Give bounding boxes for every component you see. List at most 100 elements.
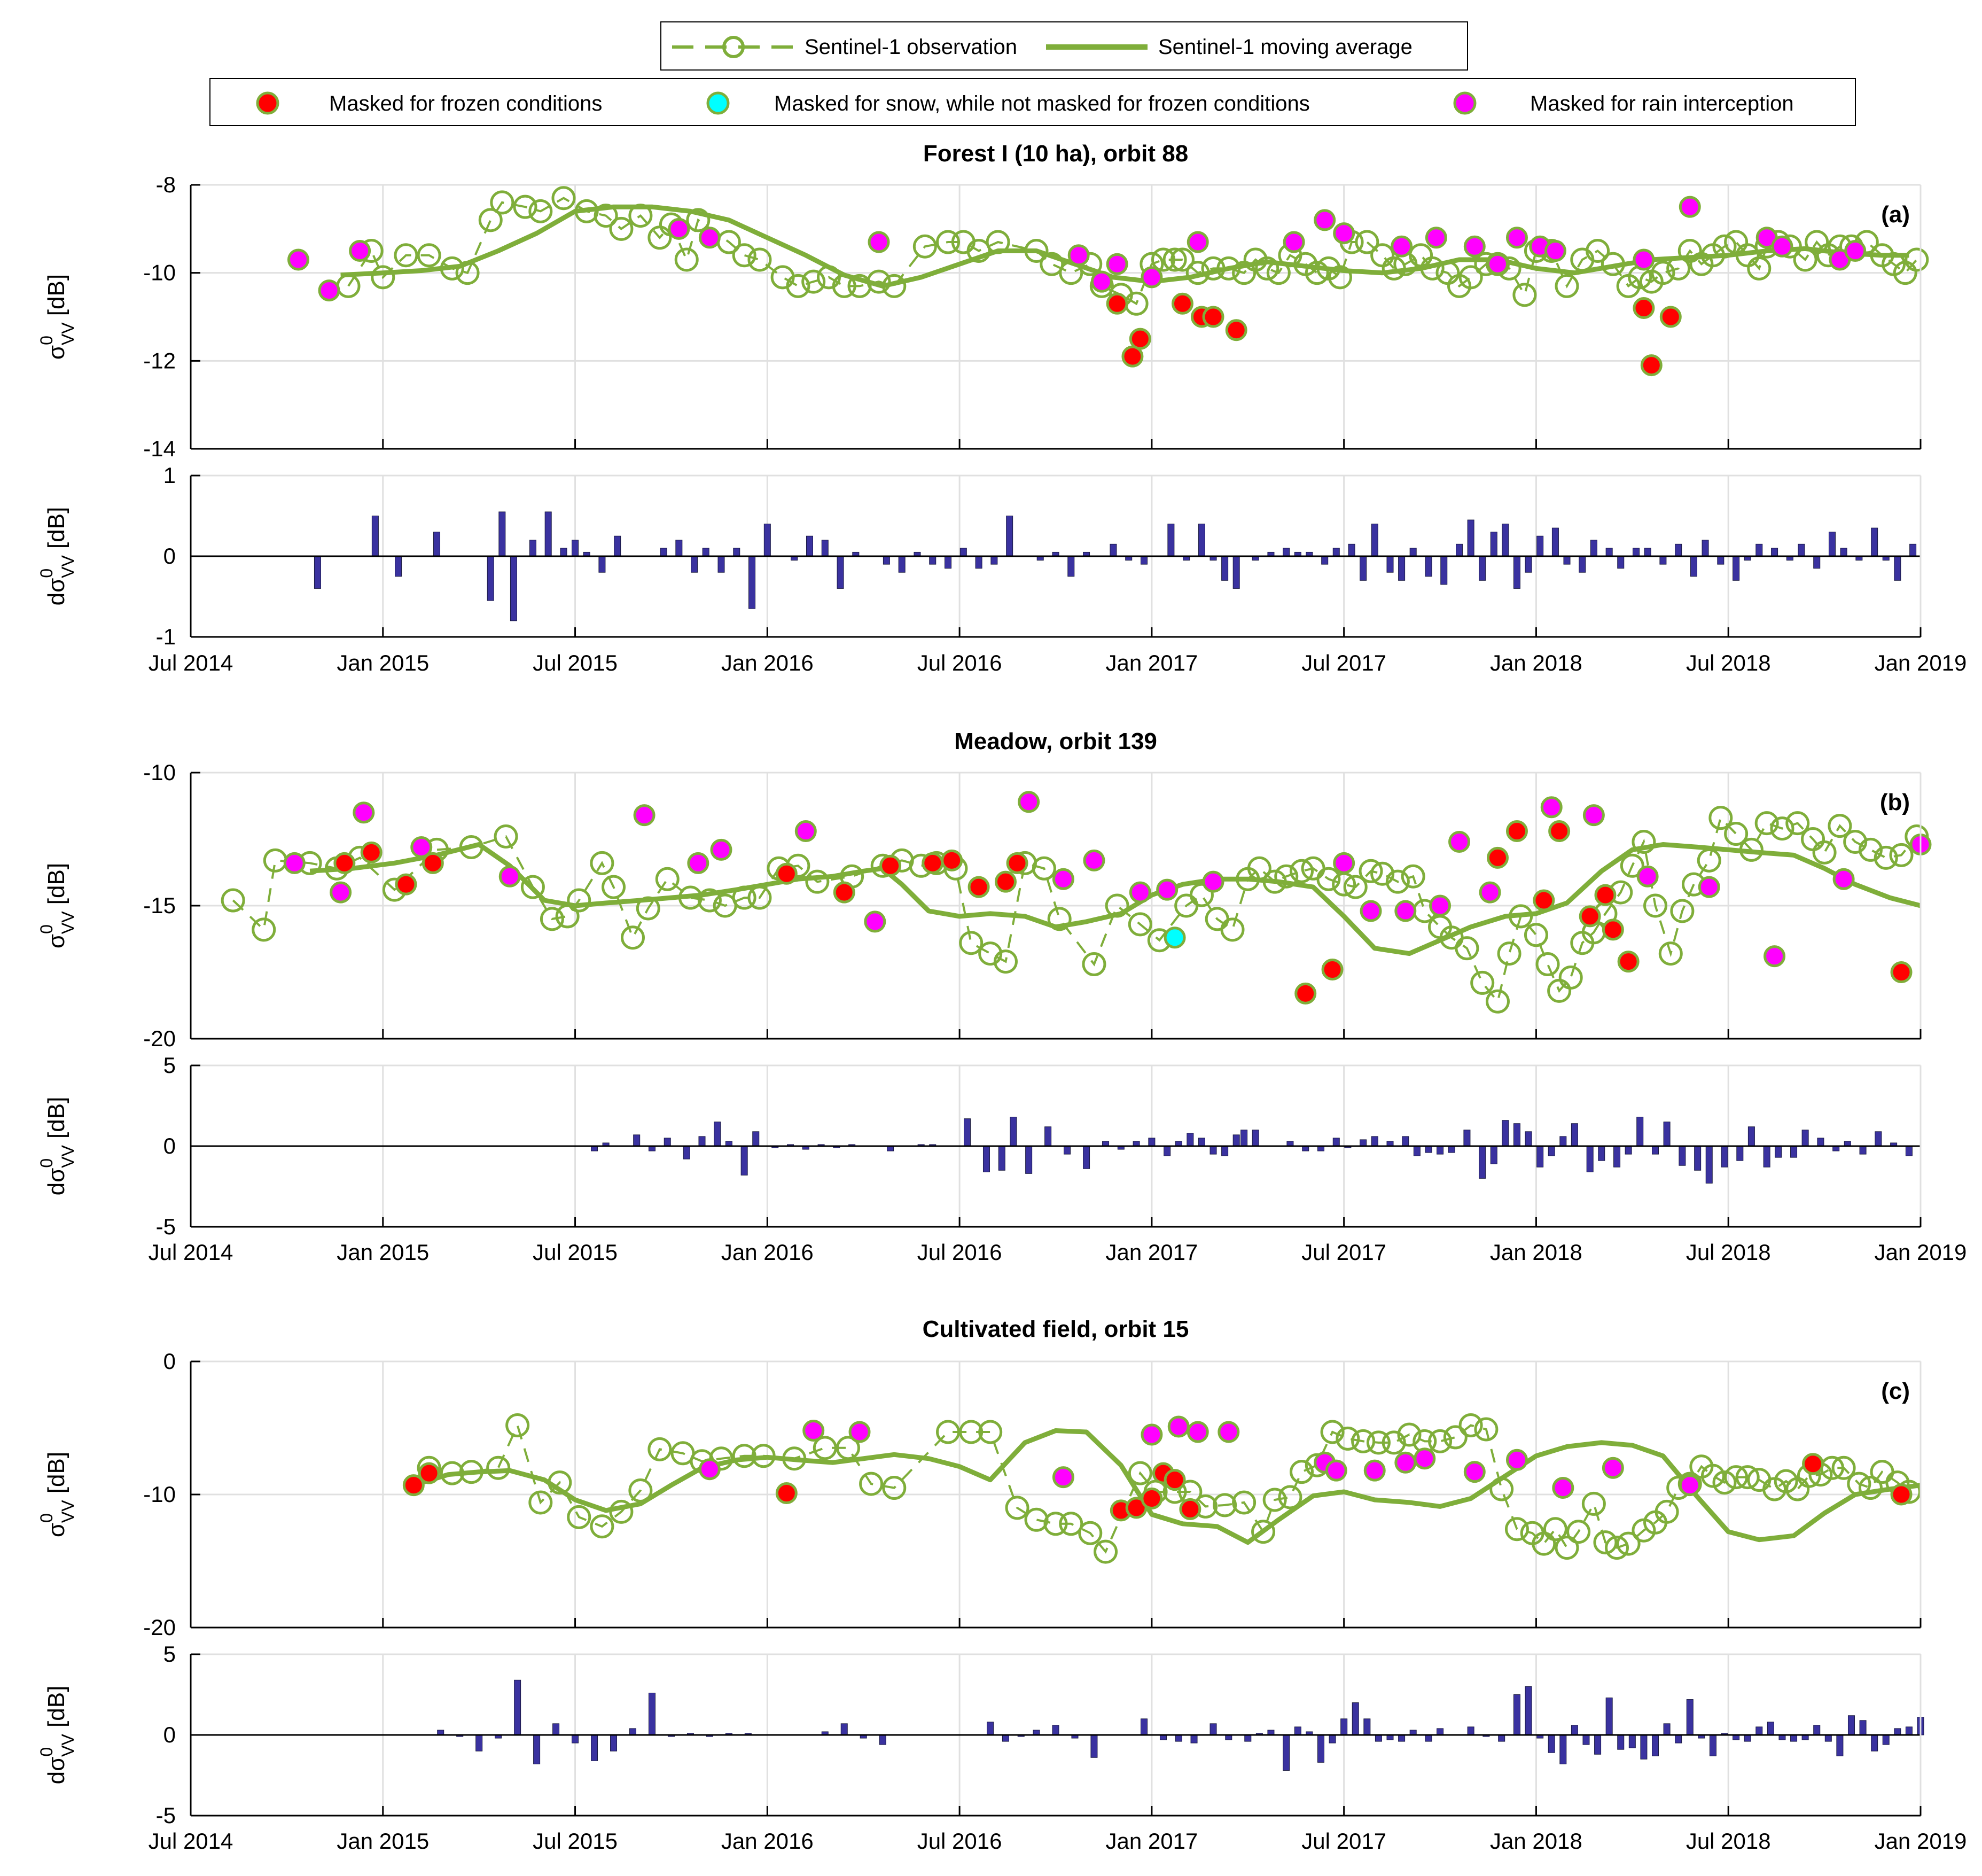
rain-marker — [1360, 900, 1382, 922]
observation-marker — [1382, 256, 1406, 281]
rain-marker — [687, 852, 709, 874]
diff-bar — [1675, 543, 1682, 557]
rain-marker — [633, 804, 656, 827]
diff-bar — [1790, 1146, 1798, 1158]
x-tick-label: Jul 2017 — [1301, 650, 1386, 675]
diff-bar — [1210, 1146, 1217, 1155]
diff-bar — [1694, 1146, 1702, 1171]
observation-marker — [609, 1499, 634, 1524]
diff-bar — [1456, 543, 1463, 557]
observation-marker — [1274, 864, 1299, 889]
diff-bar — [475, 1734, 483, 1752]
diff-bar — [1090, 1734, 1098, 1758]
observation-marker — [371, 265, 395, 290]
observation-marker — [548, 1470, 572, 1495]
diff-bar — [1513, 556, 1520, 589]
diff-bar — [533, 1734, 541, 1764]
diff-bar — [1402, 1136, 1409, 1147]
observation-marker — [912, 234, 937, 259]
rain-marker — [1141, 1423, 1163, 1446]
observation-marker — [528, 199, 553, 223]
panel-title: Forest I (10 ha), orbit 88 — [923, 141, 1188, 167]
rain-marker — [1067, 244, 1090, 267]
diff-bar — [1525, 1131, 1532, 1147]
rain-marker — [1325, 1459, 1347, 1482]
diff-bar — [629, 1728, 636, 1735]
diff-bar — [1690, 556, 1697, 577]
rain-marker — [1141, 266, 1163, 289]
diff-bar — [1628, 1734, 1636, 1748]
rain-marker — [1414, 1447, 1436, 1470]
observation-marker — [1512, 283, 1537, 307]
observation-marker — [1643, 893, 1668, 918]
observation-marker — [1128, 912, 1152, 937]
observation-marker — [567, 888, 591, 913]
diff-bar — [1329, 1734, 1336, 1743]
diff-bar — [1813, 1725, 1821, 1735]
diff-bar — [1440, 556, 1448, 585]
observation-marker — [513, 194, 537, 219]
frozen-marker — [1594, 884, 1617, 906]
observation-marker — [1843, 829, 1868, 854]
diff-bar — [898, 556, 906, 573]
diff-bar — [1894, 556, 1901, 581]
rain-marker — [283, 852, 306, 874]
diff-bar — [1755, 543, 1763, 557]
diff-bar — [1571, 1123, 1578, 1147]
observation-marker — [1040, 252, 1064, 276]
observation-marker — [1232, 1490, 1257, 1515]
diff-bar — [1590, 540, 1597, 557]
x-tick-label: Jan 2016 — [721, 1240, 814, 1265]
x-tick-label: Jan 2018 — [1490, 650, 1582, 675]
rain-marker — [1486, 253, 1509, 275]
frozen-marker — [1659, 306, 1682, 328]
main-axes-background — [191, 185, 1921, 449]
frozen-marker — [941, 849, 963, 871]
frozen-marker — [422, 852, 444, 874]
observation-marker — [1708, 806, 1733, 830]
x-tick-label: Jul 2018 — [1686, 650, 1771, 675]
observation-marker — [1593, 1530, 1618, 1555]
diff-bar — [433, 532, 441, 557]
diff-bar — [1463, 1130, 1471, 1147]
rain-marker — [498, 865, 521, 888]
panel-a: Jul 2014 Jan 2015 Jul 2015 Jan 2016 Jul 2016… — [37, 141, 1967, 675]
observation-marker — [1558, 965, 1583, 990]
diff-bar — [1490, 532, 1497, 557]
diff-bar — [1617, 1734, 1625, 1750]
observation-marker — [1005, 1496, 1029, 1520]
diff-bar — [1398, 1734, 1406, 1742]
diff-bar — [1548, 1146, 1555, 1156]
observation-marker — [678, 885, 703, 910]
rain-marker — [1391, 235, 1413, 258]
frozen-marker — [1106, 292, 1128, 315]
snow-marker-symbol — [706, 91, 730, 115]
observation-marker — [966, 239, 991, 263]
observation-marker — [1524, 923, 1548, 947]
diff-bar — [806, 535, 813, 557]
x-tick-label: Jul 2015 — [533, 650, 618, 675]
diff-bar — [1252, 1130, 1259, 1147]
observation-marker — [1812, 840, 1837, 865]
x-tick-label: Jan 2019 — [1875, 1828, 1967, 1854]
observation-marker — [1858, 1476, 1883, 1500]
observation-marker — [459, 1460, 483, 1484]
observation-marker — [1543, 1517, 1567, 1542]
diff-bar — [1582, 1734, 1590, 1745]
diff-bar — [1167, 524, 1175, 557]
observation-marker — [1770, 816, 1794, 841]
diff-bar — [1702, 540, 1709, 557]
rain-marker — [1505, 1449, 1528, 1471]
diff-y-tick-label: 5 — [163, 1053, 176, 1078]
observation-marker — [1700, 1464, 1725, 1488]
diff-bar — [598, 556, 606, 573]
diff-bar — [664, 1138, 671, 1147]
diff-bar — [1052, 1725, 1059, 1735]
diff-bar — [1425, 1146, 1432, 1153]
observation-marker — [1889, 843, 1914, 867]
observation-marker — [1724, 822, 1749, 846]
diff-bar — [1321, 556, 1329, 565]
rain-marker — [1429, 894, 1452, 917]
rain-marker — [1083, 849, 1105, 871]
